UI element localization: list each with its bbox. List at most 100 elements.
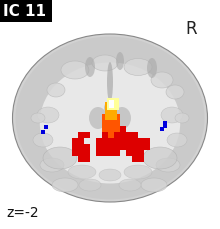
- Bar: [114, 150, 120, 156]
- Bar: [108, 114, 114, 120]
- Bar: [126, 138, 132, 144]
- Bar: [108, 150, 114, 156]
- Ellipse shape: [52, 178, 78, 192]
- Ellipse shape: [85, 57, 95, 77]
- Bar: [105, 108, 111, 114]
- Bar: [138, 156, 144, 162]
- Ellipse shape: [124, 58, 152, 76]
- Bar: [138, 144, 144, 150]
- Ellipse shape: [61, 61, 89, 79]
- Ellipse shape: [37, 107, 59, 123]
- Ellipse shape: [103, 121, 117, 139]
- Bar: [144, 144, 150, 150]
- Bar: [114, 114, 120, 120]
- Bar: [102, 114, 108, 120]
- Ellipse shape: [107, 62, 113, 102]
- Ellipse shape: [156, 158, 180, 172]
- Bar: [114, 126, 120, 132]
- Bar: [126, 144, 132, 150]
- Ellipse shape: [92, 55, 118, 71]
- Bar: [138, 138, 144, 144]
- Bar: [111, 102, 117, 108]
- Bar: [111, 114, 117, 120]
- Bar: [120, 138, 126, 144]
- Bar: [72, 150, 78, 156]
- Bar: [102, 120, 108, 126]
- Ellipse shape: [31, 113, 45, 123]
- Bar: [113, 104, 119, 110]
- Ellipse shape: [113, 107, 131, 129]
- Ellipse shape: [166, 85, 184, 99]
- Ellipse shape: [143, 147, 177, 169]
- Ellipse shape: [40, 63, 180, 183]
- Bar: [102, 126, 108, 132]
- Ellipse shape: [13, 34, 207, 202]
- Bar: [138, 150, 144, 156]
- Ellipse shape: [167, 133, 187, 147]
- Bar: [132, 132, 138, 138]
- Bar: [108, 126, 114, 132]
- Bar: [108, 120, 114, 126]
- Ellipse shape: [119, 179, 141, 191]
- Bar: [78, 132, 84, 138]
- Ellipse shape: [161, 107, 183, 123]
- Bar: [108, 126, 114, 132]
- Text: IC 11: IC 11: [3, 3, 46, 19]
- Ellipse shape: [79, 179, 101, 191]
- Bar: [109, 100, 114, 108]
- Bar: [114, 138, 120, 144]
- Bar: [120, 144, 126, 150]
- Ellipse shape: [89, 107, 107, 129]
- Bar: [108, 132, 114, 138]
- Ellipse shape: [104, 101, 116, 115]
- Bar: [78, 150, 84, 156]
- Bar: [105, 102, 111, 108]
- Text: R: R: [185, 20, 197, 38]
- Ellipse shape: [116, 52, 124, 70]
- Ellipse shape: [124, 165, 152, 179]
- Ellipse shape: [141, 178, 167, 192]
- Bar: [107, 104, 113, 110]
- Bar: [84, 132, 90, 138]
- Bar: [126, 132, 132, 138]
- Bar: [96, 144, 102, 150]
- Bar: [111, 108, 117, 114]
- Bar: [108, 138, 114, 144]
- Ellipse shape: [15, 36, 205, 199]
- Bar: [96, 138, 102, 144]
- Bar: [120, 126, 126, 132]
- Bar: [72, 144, 78, 150]
- Bar: [132, 138, 138, 144]
- Bar: [114, 120, 120, 126]
- Ellipse shape: [40, 158, 64, 172]
- Bar: [114, 126, 120, 132]
- Bar: [120, 132, 126, 138]
- Ellipse shape: [175, 113, 189, 123]
- Ellipse shape: [151, 72, 173, 88]
- Ellipse shape: [43, 147, 77, 169]
- Bar: [114, 132, 120, 138]
- Ellipse shape: [68, 165, 96, 179]
- Bar: [108, 144, 114, 150]
- Bar: [84, 156, 90, 162]
- Bar: [102, 126, 108, 132]
- Bar: [144, 138, 150, 144]
- Ellipse shape: [33, 133, 53, 147]
- Bar: [78, 144, 84, 150]
- Ellipse shape: [99, 169, 121, 181]
- Bar: [114, 144, 120, 150]
- Bar: [132, 156, 138, 162]
- Bar: [107, 98, 113, 104]
- Bar: [113, 98, 119, 104]
- Text: z=-2: z=-2: [6, 206, 39, 220]
- Bar: [126, 150, 132, 156]
- Bar: [102, 132, 108, 138]
- Bar: [105, 114, 111, 120]
- Bar: [102, 138, 108, 144]
- Bar: [102, 144, 108, 150]
- Bar: [102, 150, 108, 156]
- Ellipse shape: [47, 83, 65, 97]
- Bar: [108, 132, 114, 138]
- Bar: [96, 150, 102, 156]
- Bar: [72, 138, 78, 144]
